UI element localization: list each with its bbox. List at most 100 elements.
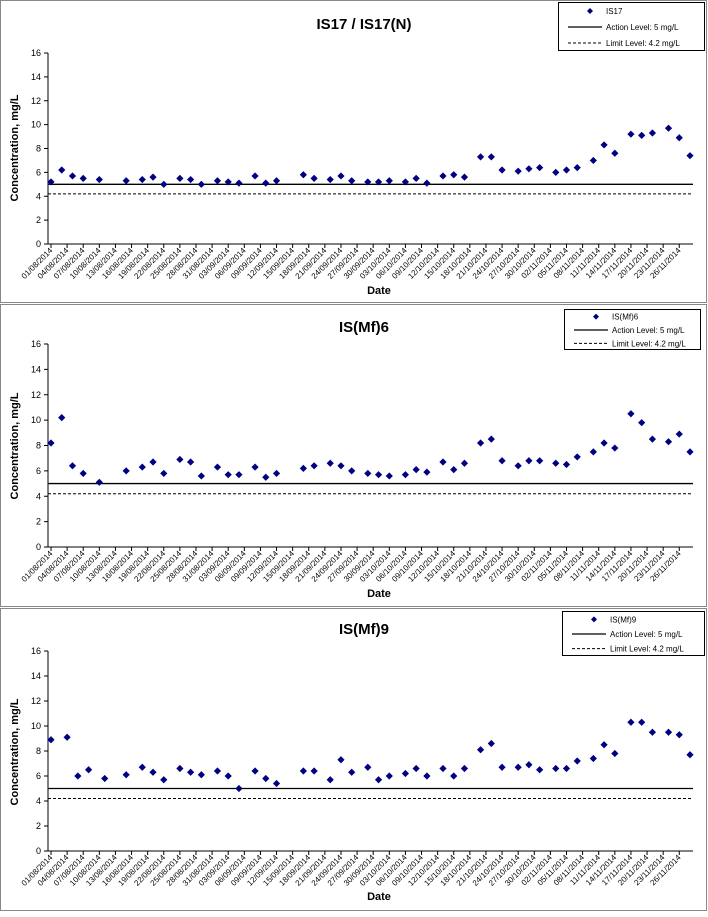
y-tick-label: 4 [36,796,41,806]
data-point [197,472,205,480]
data-point [450,466,458,474]
data-point [374,471,383,479]
data-point [487,739,495,748]
data-point [675,430,683,438]
chart-title: IS(Mf)9 [339,621,389,638]
chart-panel-2: IS(Mf)6024681012141601/08/201404/08/2014… [0,304,707,607]
data-point [600,439,608,447]
data-point [326,776,334,784]
y-tick-label: 0 [36,846,41,856]
y-tick-label: 16 [31,339,41,349]
y-tick-label: 4 [36,491,41,501]
data-point [138,175,146,184]
chart-panel-1: IS17 / IS17(N)024681012141601/08/201404/… [0,0,707,303]
legend-limit-label: Limit Level: 4.2 mg/L [612,339,686,348]
data-point [213,767,222,775]
data-point [552,764,560,773]
data-point [251,767,259,775]
data-point [160,776,168,784]
x-axis-label: Date [367,588,391,600]
legend-series-label: IS17 [606,7,623,16]
data-point [310,174,318,182]
data-point [450,772,458,780]
data-point [552,168,560,176]
y-tick-label: 14 [31,72,41,82]
y-axis-label: Concentration, mg/L [9,392,21,499]
data-point [160,469,168,478]
y-tick-label: 8 [36,144,41,154]
data-point [197,180,205,188]
data-point [272,779,281,788]
data-point [122,467,130,475]
data-point [573,453,581,461]
data-point [79,174,87,182]
data-point [348,177,356,185]
legend-marker [587,8,593,14]
data-point [401,178,410,186]
legend-series-label: IS(Mf)9 [610,615,637,624]
data-point [138,463,146,471]
legend-marker [593,313,599,320]
data-point [235,784,243,793]
data-point [600,141,608,149]
data-point [412,764,420,773]
data-point [476,439,485,447]
data-point [611,749,619,758]
data-point [337,756,345,764]
y-axis-label: Concentration, mg/L [9,698,21,805]
data-point [364,469,372,478]
data-point [262,179,270,187]
y-tick-label: 0 [36,239,41,249]
y-tick-label: 10 [31,120,41,130]
data-point [364,178,372,186]
data-point [412,174,420,182]
data-point [310,462,318,470]
data-point [84,766,93,774]
data-point [213,177,222,185]
data-point [251,463,259,471]
data-point [412,466,420,474]
x-axis-label: Date [367,285,391,297]
data-point [525,457,533,465]
data-point [423,179,431,187]
data-point [348,467,356,475]
data-point [149,458,157,466]
data-point [262,774,270,783]
y-tick-label: 8 [36,746,41,756]
data-point [562,460,571,469]
data-point [439,764,447,773]
y-tick-label: 16 [31,48,41,58]
data-point [326,459,334,467]
data-point [299,767,307,775]
data-point [47,178,55,186]
data-point [638,131,646,139]
data-point [536,164,544,172]
data-point [648,728,657,736]
data-point [385,177,393,185]
data-point [460,173,469,181]
data-point [348,768,356,776]
data-point [514,763,522,771]
data-point [686,448,694,456]
panel-border [0,608,707,911]
y-tick-label: 2 [36,821,41,831]
legend-action-label: Action Level: 5 mg/L [612,326,685,335]
data-point [235,179,243,187]
chart-title: IS(Mf)6 [339,319,389,336]
y-tick-label: 4 [36,191,41,201]
data-point [47,439,55,447]
data-point [648,129,657,137]
data-point [487,153,495,161]
data-point [573,757,581,765]
data-point [450,171,458,179]
data-point [525,165,533,173]
data-point [439,172,447,180]
data-point [589,448,597,456]
data-point [74,772,82,780]
data-point [197,771,205,779]
legend-marker [591,616,597,623]
data-point [514,167,522,175]
data-point [401,471,410,479]
data-point [95,478,103,486]
